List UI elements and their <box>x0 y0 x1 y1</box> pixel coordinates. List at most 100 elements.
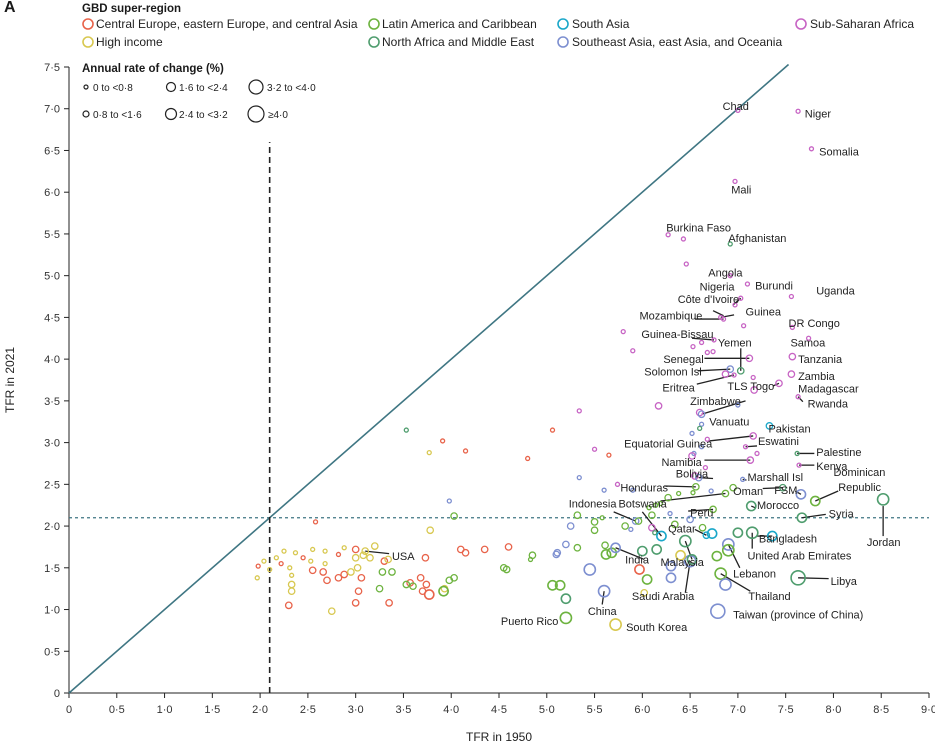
point-label-niger: Niger <box>805 109 832 121</box>
y-tick-label: 7·0 <box>44 104 60 116</box>
data-point-fsm <box>795 488 807 500</box>
data-point <box>388 568 396 576</box>
point-label-namibia: Namibia <box>661 457 702 469</box>
point-label-united-arab-emirates: United Arab Emirates <box>747 550 851 562</box>
x-tick-label: 6·0 <box>634 704 650 716</box>
data-point-rwanda <box>795 394 801 400</box>
x-tick-label: 3·0 <box>348 704 364 716</box>
data-point <box>308 558 314 564</box>
data-point-chad <box>735 107 741 114</box>
data-point <box>359 551 368 560</box>
data-point <box>573 511 582 520</box>
data-point <box>384 555 393 564</box>
data-point <box>366 553 374 562</box>
legend-label-ssa: Sub-Saharan Africa <box>810 17 914 31</box>
data-point <box>732 527 744 539</box>
data-point <box>656 530 667 542</box>
data-point-madagascar <box>775 379 783 388</box>
data-point <box>614 481 621 487</box>
data-point <box>527 556 534 563</box>
data-point <box>335 551 342 558</box>
data-point <box>278 560 284 567</box>
point-label-lebanon: Lebanon <box>733 569 776 581</box>
point-label-india: India <box>625 554 650 566</box>
data-point <box>740 323 747 329</box>
data-point <box>590 518 599 526</box>
data-point <box>640 588 649 597</box>
size-label-2: 1·6 to <2·4 <box>179 83 228 94</box>
data-point <box>450 512 458 520</box>
size-label-5: ≥4·0 <box>268 110 288 121</box>
point-labels: Chad Niger Somalia Mali Burkina FasoAfghanis… <box>392 101 901 634</box>
data-point <box>480 545 489 554</box>
point-label-malaysia: Malaysia <box>660 557 704 569</box>
data-point <box>284 601 293 610</box>
data-point-syria <box>796 512 808 524</box>
data-point <box>678 534 692 548</box>
legend-label-seao: Southeast Asia, east Asia, and Oceania <box>572 35 782 49</box>
data-point <box>652 530 658 536</box>
point-label-eswatini: Eswatini <box>758 436 799 448</box>
legend-swatch-seao <box>557 36 569 48</box>
data-point-nigeria <box>738 295 744 301</box>
size-legend-bg <box>74 59 290 131</box>
legend-label-nafme: North Africa and Middle East <box>382 35 535 49</box>
data-point <box>288 572 295 578</box>
data-point <box>667 510 673 517</box>
identity-line <box>68 63 790 694</box>
y-axis-label: TFR in 2021 <box>3 347 17 413</box>
data-point <box>287 587 296 596</box>
leader-line <box>365 550 390 555</box>
point-label-eritrea: Eritrea <box>662 383 695 395</box>
data-point <box>378 568 387 576</box>
data-point <box>628 526 634 533</box>
point-label-vanuatu: Vanuatu <box>709 417 749 429</box>
x-tick-label: 1·5 <box>204 704 220 716</box>
x-axis-label: TFR in 1950 <box>466 730 532 744</box>
data-point <box>694 473 703 482</box>
data-point-tls-togo <box>750 386 758 394</box>
data-point-mozambique <box>720 316 727 322</box>
data-point <box>422 580 431 589</box>
data-point-eritrea <box>731 372 737 378</box>
y-tick-label: 6·0 <box>44 187 60 199</box>
point-label-mozambique: Mozambique <box>639 311 702 323</box>
legend: GBD super-region Central Europe, eastern… <box>82 3 914 49</box>
data-point-niger <box>795 108 801 114</box>
data-point-south-korea <box>609 618 622 631</box>
point-label-marshall-isl: Marshall Isl <box>747 472 803 484</box>
data-point <box>446 498 452 504</box>
point-label-qatar: Qatar <box>668 524 696 536</box>
data-point <box>708 488 714 494</box>
point-label-somalia: Somalia <box>819 146 860 158</box>
data-point <box>620 328 626 335</box>
size-swatch-4 <box>248 79 264 95</box>
leader-line <box>727 544 741 569</box>
data-point-china <box>597 584 611 598</box>
data-point-qatar <box>702 531 711 540</box>
data-point-palestine <box>794 450 800 457</box>
data-point <box>690 343 696 350</box>
data-point <box>461 548 470 557</box>
data-point <box>698 421 705 427</box>
y-tick-label: 1·0 <box>44 605 60 617</box>
point-label-angola: Angola <box>708 267 743 279</box>
leader-line <box>712 310 724 317</box>
data-point <box>351 545 360 554</box>
point-label-libya: Libya <box>831 576 858 588</box>
leader-line <box>798 577 829 580</box>
legend-label-cee: Central Europe, eastern Europe, and cent… <box>96 17 358 31</box>
point-label-taiwan-province-of-china-: Taiwan (province of China) <box>733 610 863 622</box>
data-point <box>706 528 718 539</box>
data-point-afghanistan <box>727 241 733 247</box>
point-label-bolivia: Bolivia <box>676 468 709 480</box>
legend-swatch-lac <box>368 18 380 30</box>
data-point <box>698 339 705 346</box>
data-point <box>686 515 694 524</box>
leader-line <box>691 337 715 341</box>
data-point <box>670 520 679 529</box>
data-point <box>502 565 511 574</box>
leader-line <box>698 477 714 480</box>
y-tick-label: 0 <box>54 688 60 700</box>
data-point <box>601 541 609 550</box>
